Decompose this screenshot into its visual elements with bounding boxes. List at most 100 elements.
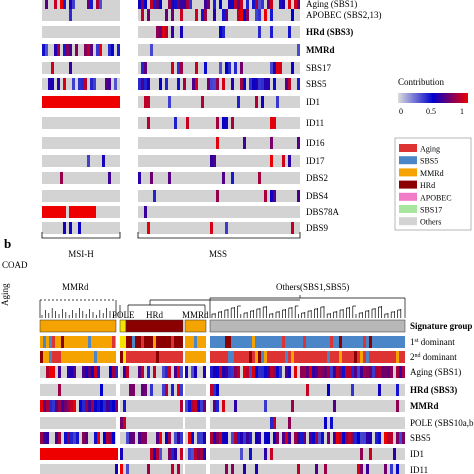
cluster-label-5: Others(SBS1,SBS5) [276, 282, 349, 292]
heatmap-cell [42, 96, 45, 108]
heatmap-cell [45, 206, 48, 218]
heatmap-cell [180, 384, 183, 396]
heatmap-cell [222, 432, 225, 444]
heatmap-cell [210, 366, 213, 378]
heatmap-row-b-4: HRd (SBS3) [40, 384, 457, 396]
heatmap-cell [177, 78, 180, 90]
heatmap-cell [123, 366, 126, 378]
heatmap-cell [237, 366, 240, 378]
heatmap-cell [93, 96, 96, 108]
dominant-cell [135, 351, 138, 363]
heatmap-cell [246, 9, 249, 21]
heatmap-row-bg [210, 417, 405, 429]
heatmap-cell [114, 78, 117, 90]
row-label-a-11: DBS4 [306, 191, 329, 201]
heatmap-cell [72, 78, 75, 90]
heatmap-cell [69, 0, 72, 10]
heatmap-cell [318, 432, 321, 444]
heatmap-cell [261, 96, 264, 108]
heatmap-cell [58, 448, 61, 460]
heatmap-cell [126, 366, 129, 378]
heatmap-cell [357, 464, 360, 474]
dominant-cell [61, 336, 64, 348]
heatmap-cell [82, 448, 85, 460]
row-label-b-7: SBS5 [410, 433, 431, 443]
heatmap-cell [147, 117, 150, 129]
heatmap-cell [91, 448, 94, 460]
heatmap-cell [191, 366, 194, 378]
heatmap-cell [171, 0, 174, 10]
heatmap-cell [180, 0, 183, 10]
heatmap-cell [324, 366, 327, 378]
heatmap-cell [60, 172, 63, 184]
heatmap-cell [237, 9, 240, 21]
heatmap-cell [82, 366, 85, 378]
heatmap-cell [234, 62, 237, 74]
heatmap-cell [273, 117, 276, 129]
heatmap-cell [102, 155, 105, 167]
legend-label-3: HRd [420, 181, 435, 190]
heatmap-row-bg [42, 117, 120, 129]
legend-label-1: SBS5 [420, 157, 438, 166]
heatmap-cell [288, 26, 291, 38]
dominant-cell [225, 336, 228, 348]
heatmap-cell [315, 464, 318, 474]
heatmap-cell [81, 78, 84, 90]
heatmap-cell [300, 366, 303, 378]
heatmap-cell [200, 400, 203, 412]
dominant-cell [55, 351, 58, 363]
heatmap-cell [216, 137, 219, 149]
heatmap-cell [288, 417, 291, 429]
heatmap-cell [333, 366, 336, 378]
heatmap-row-bg [185, 384, 206, 396]
heatmap-cell [88, 366, 91, 378]
heatmap-cell [111, 44, 114, 56]
heatmap-cell [52, 400, 55, 412]
heatmap-cell [273, 417, 276, 429]
legend-swatch-2 [399, 168, 417, 177]
dominant-cell [126, 336, 129, 348]
heatmap-cell [73, 448, 76, 460]
heatmap-cell [246, 366, 249, 378]
cluster-label-0: Aging [0, 283, 10, 306]
heatmap-cell [103, 400, 106, 412]
heatmap-cell [79, 400, 82, 412]
heatmap-cell [105, 96, 108, 108]
heatmap-cell [191, 432, 194, 444]
row-label-a-4: SBS17 [306, 63, 332, 73]
heatmap-cell [48, 206, 51, 218]
heatmap-cell [63, 0, 66, 10]
heatmap-cell [165, 432, 168, 444]
heatmap-cell [141, 432, 144, 444]
heatmap-cell [177, 432, 180, 444]
heatmap-cell [231, 464, 234, 474]
dominant-cell [282, 351, 285, 363]
heatmap-cell [94, 366, 97, 378]
heatmap-cell [270, 448, 273, 460]
heatmap-cell [147, 96, 150, 108]
heatmap-cell [396, 366, 399, 378]
heatmap-cell [81, 96, 84, 108]
heatmap-cell [120, 464, 123, 474]
legend-label-0: Aging [420, 145, 440, 154]
heatmap-cell [147, 78, 150, 90]
heatmap-cell [100, 400, 103, 412]
heatmap-cell [40, 432, 43, 444]
heatmap-cell [46, 432, 49, 444]
heatmap-cell [222, 400, 225, 412]
heatmap-cell [87, 96, 90, 108]
heatmap-cell [141, 366, 144, 378]
heatmap-row-a-7: ID11 [42, 117, 324, 129]
heatmap-cell [270, 155, 273, 167]
heatmap-cell [51, 78, 54, 90]
heatmap-cell [267, 78, 270, 90]
heatmap-cell [255, 432, 258, 444]
heatmap-cell [312, 366, 315, 378]
heatmap-cell [294, 0, 297, 10]
legend-swatch-1 [399, 156, 417, 165]
heatmap-cell [234, 400, 237, 412]
heatmap-row-bg [126, 384, 183, 396]
heatmap-cell [288, 78, 291, 90]
heatmap-cell [276, 96, 279, 108]
dominant-cell [153, 351, 156, 363]
